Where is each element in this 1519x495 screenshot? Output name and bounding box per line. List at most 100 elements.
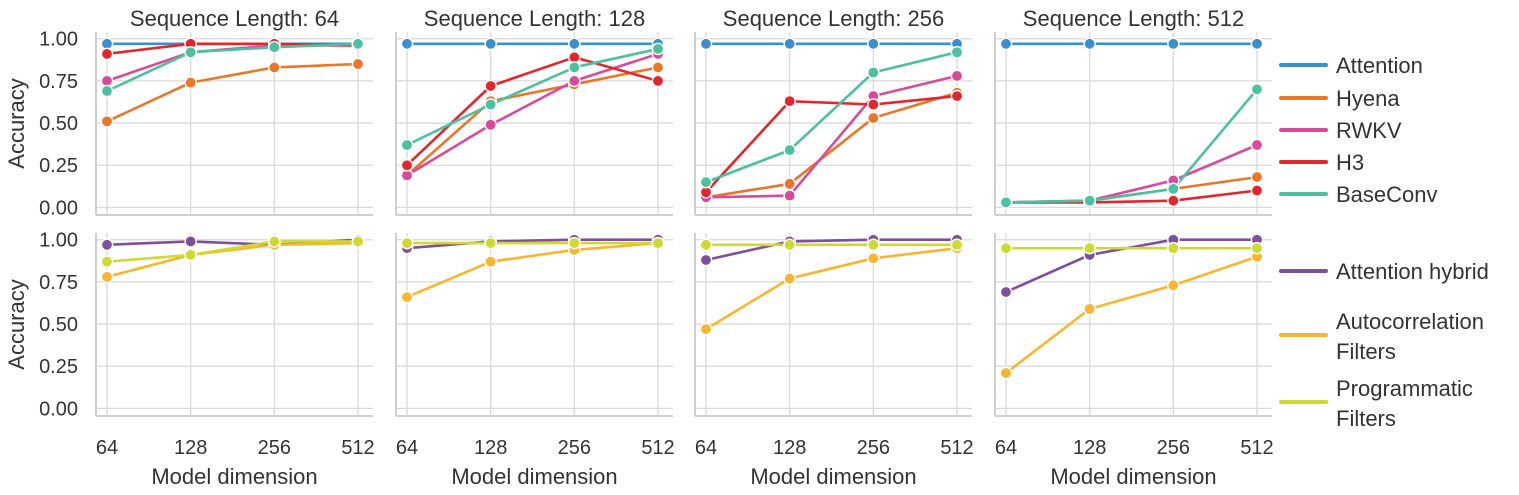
series-line-1-2-0: [705, 238, 957, 262]
series-line-1-1-1: [406, 241, 659, 299]
point-0-3-2-3: [1250, 138, 1264, 152]
legend-label-0-2: RWKV: [1336, 118, 1402, 143]
point-1-0-0-1: [184, 235, 197, 248]
point-0-1-4-0: [400, 138, 414, 152]
x-tick-3-1: 128: [1073, 437, 1106, 459]
point-0-1-4-1: [484, 98, 497, 111]
point-1-2-1-0: [699, 322, 713, 336]
series-line-0-0-4: [106, 42, 359, 93]
point-0-3-3-3: [1250, 184, 1264, 197]
x-tick-0-2: 256: [258, 437, 291, 459]
point-0-2-4-0: [699, 175, 713, 189]
x-tick-3-3: 512: [1240, 437, 1273, 459]
series-line-0-3-4: [1005, 88, 1258, 204]
point-1-1-2-0: [400, 236, 414, 250]
series-line-0-1-3: [406, 55, 659, 167]
y-axis-label-1: Accuracy: [4, 279, 29, 369]
point-0-1-2-1: [484, 118, 497, 132]
point-0-2-3-2: [867, 98, 880, 111]
point-0-0-4-1: [184, 45, 197, 59]
point-0-1-2-2: [568, 74, 581, 88]
point-0-1-0-2: [568, 37, 581, 51]
point-0-3-4-1: [1083, 194, 1096, 207]
point-0-2-3-1: [783, 94, 796, 108]
legend-label-0-1: Hyena: [1336, 86, 1400, 111]
point-0-0-4-2: [268, 40, 281, 54]
x-axis-label-1: Model dimension: [451, 464, 617, 489]
point-0-3-0-3: [1250, 37, 1264, 51]
point-0-2-2-3: [950, 69, 964, 83]
point-0-0-1-0: [100, 115, 114, 128]
point-1-1-2-1: [484, 236, 497, 250]
x-tick-2-3: 512: [940, 437, 973, 459]
point-0-3-3-2: [1167, 194, 1180, 207]
x-tick-1-3: 512: [641, 437, 674, 459]
legend-label-0-3: H3: [1336, 150, 1364, 175]
point-0-2-2-1: [783, 189, 796, 202]
legend-label-0-4: BaseConv: [1336, 182, 1438, 207]
x-tick-1-1: 128: [474, 437, 507, 459]
legend-label-1-2-line-1: Filters: [1336, 406, 1396, 431]
y-tick-1-4: 1.00: [39, 230, 78, 252]
series-line-1-3-1: [1005, 255, 1258, 375]
point-0-0-3-0: [100, 47, 114, 61]
point-1-1-2-3: [651, 236, 665, 250]
series-line-0-2-4: [705, 50, 958, 184]
legend-label-0-0: Attention: [1336, 53, 1423, 78]
legend-label-1-0: Attention hybrid: [1336, 259, 1489, 284]
point-1-3-1-1: [1083, 302, 1096, 316]
x-tick-1-0: 64: [396, 437, 418, 459]
point-0-2-4-2: [867, 66, 880, 79]
point-0-0-1-1: [184, 76, 197, 89]
point-1-2-1-2: [867, 251, 880, 265]
series-line-1-1-0: [406, 238, 658, 250]
point-0-2-1-1: [783, 177, 796, 191]
series-line-0-1-2: [406, 52, 659, 177]
point-0-3-4-3: [1250, 83, 1264, 96]
point-1-2-2-2: [867, 238, 880, 252]
panel-title-2: Sequence Length: 256: [723, 6, 944, 31]
point-1-0-2-3: [351, 235, 365, 248]
point-1-3-2-1: [1083, 241, 1096, 255]
y-tick-0-4: 1.00: [39, 29, 78, 51]
x-axis-label-3: Model dimension: [1050, 464, 1216, 489]
series-line-0-1-1: [406, 66, 659, 177]
point-0-1-4-2: [568, 61, 581, 74]
y-tick-1-1: 0.25: [39, 356, 78, 378]
point-0-0-1-3: [351, 57, 365, 71]
point-0-1-0-1: [484, 37, 497, 51]
point-0-2-0-1: [783, 37, 796, 51]
point-1-0-1-0: [100, 270, 114, 284]
point-0-3-0-0: [999, 37, 1013, 51]
point-1-2-2-1: [783, 238, 796, 252]
point-0-3-4-2: [1167, 182, 1180, 196]
panel-title-3: Sequence Length: 512: [1023, 6, 1244, 31]
y-tick-0-2: 0.50: [39, 113, 78, 135]
point-0-0-4-0: [100, 84, 114, 98]
series-line-0-2-3: [705, 94, 958, 194]
point-0-1-1-3: [651, 61, 665, 74]
point-0-2-4-1: [783, 143, 796, 157]
point-0-2-1-2: [867, 111, 880, 125]
point-0-2-3-3: [950, 89, 964, 103]
point-1-2-2-3: [950, 238, 964, 252]
point-0-2-0-0: [699, 37, 713, 51]
point-1-2-1-1: [783, 272, 796, 285]
point-1-1-2-2: [568, 236, 581, 250]
point-1-2-2-0: [699, 238, 713, 252]
legend-label-1-1-line-1: Filters: [1336, 339, 1396, 364]
legend-label-1-2-line-0: Programmatic: [1336, 376, 1473, 401]
point-1-3-1-0: [999, 366, 1013, 380]
x-tick-0-3: 512: [341, 437, 374, 459]
x-tick-0-0: 64: [96, 437, 118, 459]
point-1-3-0-0: [999, 285, 1013, 299]
point-0-3-1-3: [1250, 170, 1264, 184]
point-0-2-4-3: [950, 45, 964, 59]
y-tick-0-1: 0.25: [39, 155, 78, 177]
x-tick-1-2: 256: [558, 437, 591, 459]
point-1-1-1-0: [400, 290, 414, 304]
point-0-3-0-1: [1083, 37, 1096, 51]
y-tick-0-0: 0.00: [39, 197, 78, 219]
point-1-0-0-0: [100, 238, 114, 252]
